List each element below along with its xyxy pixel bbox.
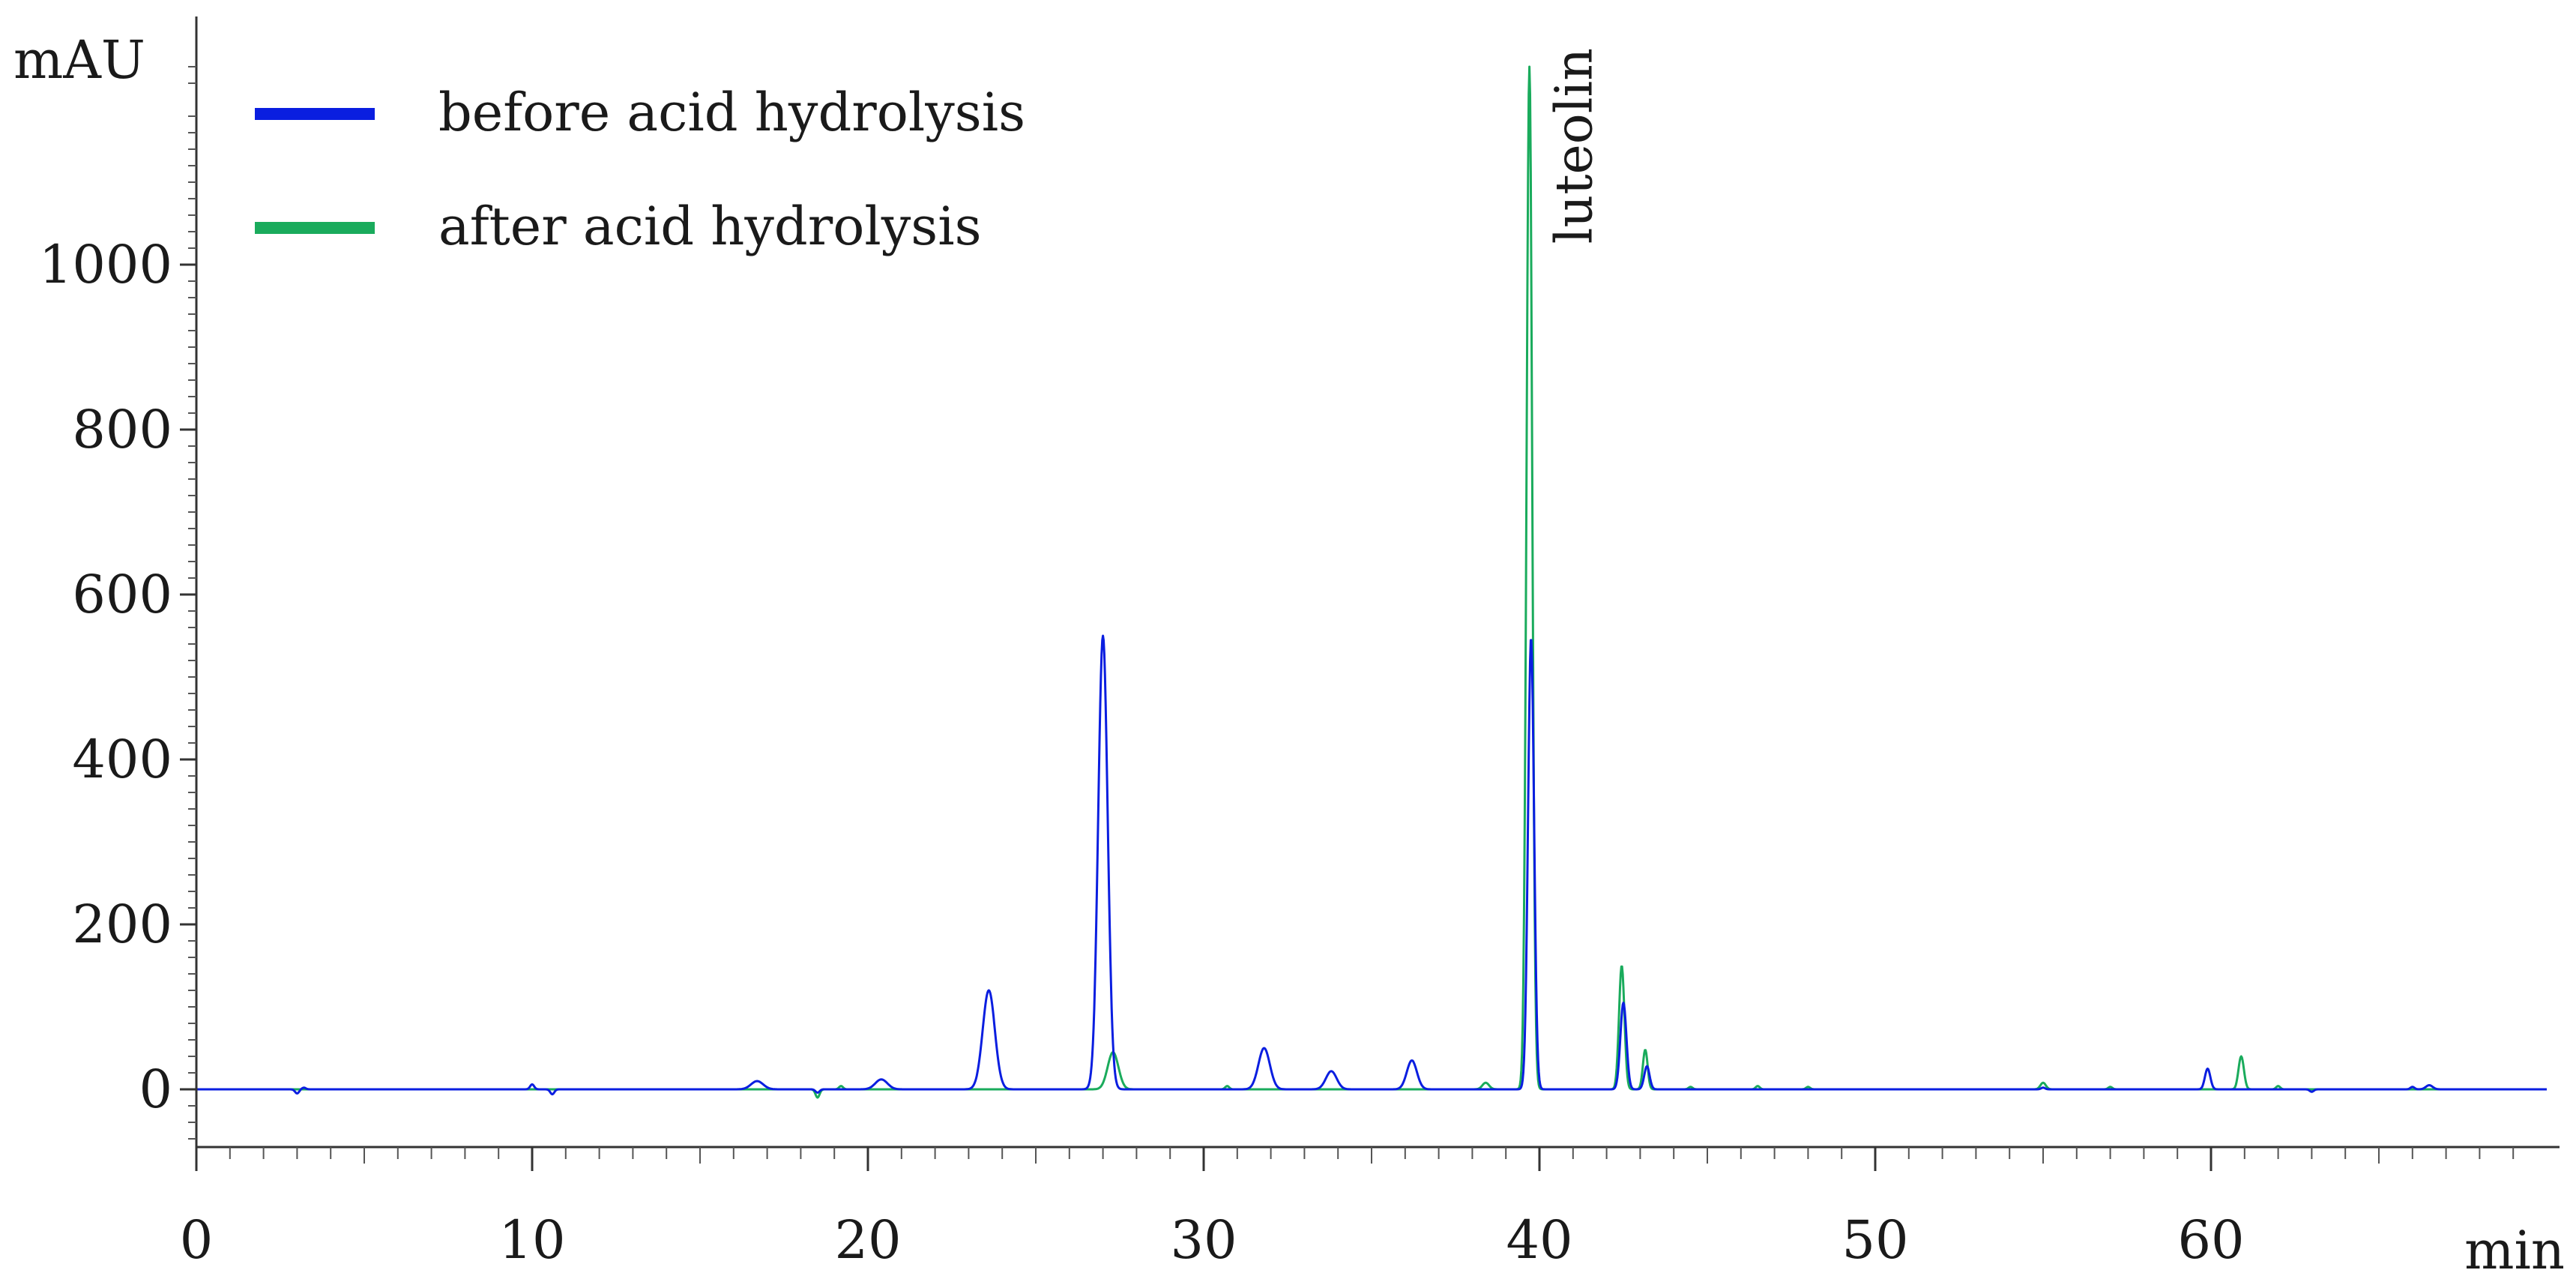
x-tick-label: 40 (1506, 1209, 1572, 1271)
x-tick-label: 60 (2177, 1209, 2244, 1271)
y-tick-label: 1000 (39, 234, 172, 295)
y-axis-title: mAU (13, 29, 145, 91)
legend: before acid hydrolysis after acid hydroly… (255, 82, 1025, 257)
axes-layer (180, 16, 2560, 1171)
y-tick-label: 400 (72, 729, 172, 790)
labels-layer: 0 200 400 600 800 1000 0 10 20 30 40 50 60 mAU min lute… (13, 29, 2565, 1281)
x-tick-label: 10 (498, 1209, 565, 1271)
series-line-before-acid-hydrolysis (196, 634, 2548, 1096)
x-tick-label: 50 (1841, 1209, 1908, 1271)
y-tick-label: 600 (72, 564, 172, 625)
x-tick-label: 30 (1170, 1209, 1237, 1271)
legend-label-before: before acid hydrolysis (438, 82, 1025, 143)
peak-annotation-luteolin: luteolin (1545, 48, 1605, 244)
y-tick-label: 200 (72, 894, 172, 955)
y-tick-label: 800 (72, 399, 172, 460)
y-tick-label: 0 (139, 1059, 172, 1120)
traces-layer (196, 65, 2548, 1099)
x-tick-label: 20 (834, 1209, 901, 1271)
x-tick-label: 0 (180, 1209, 214, 1271)
x-axis-title: min (2464, 1220, 2565, 1281)
legend-label-after: after acid hydrolysis (438, 196, 982, 257)
